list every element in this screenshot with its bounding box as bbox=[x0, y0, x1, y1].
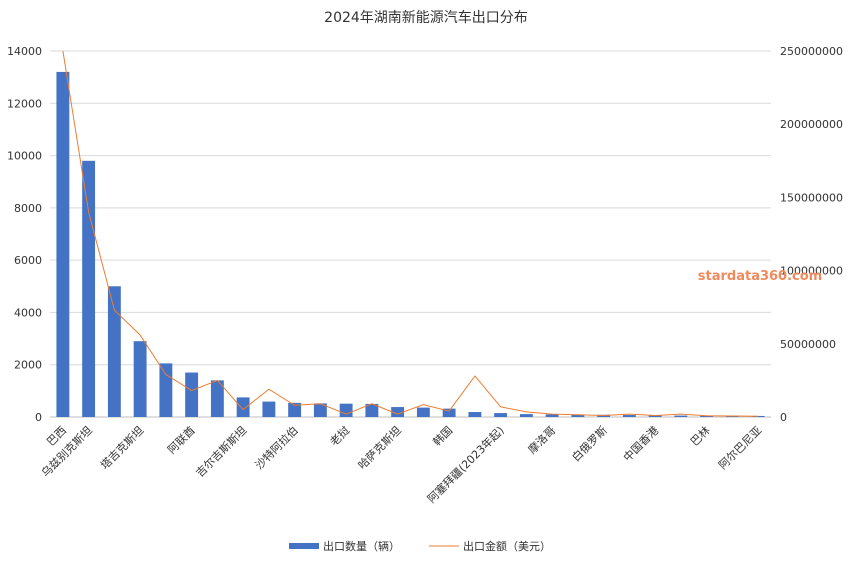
category-label: 吉尔吉斯斯坦 bbox=[193, 423, 250, 480]
category-label: 阿尔巴尼亚 bbox=[716, 424, 764, 472]
left-tick-label: 6000 bbox=[14, 254, 42, 267]
bar bbox=[365, 403, 379, 417]
legend: 出口数量（辆） 出口金额（美元） bbox=[289, 539, 551, 553]
left-tick-label: 4000 bbox=[14, 306, 42, 319]
bar bbox=[494, 413, 508, 417]
category-label: 哈萨克斯坦 bbox=[355, 423, 404, 472]
bar bbox=[751, 415, 765, 417]
bar bbox=[313, 403, 327, 417]
line-series bbox=[62, 50, 759, 417]
bar bbox=[288, 402, 302, 417]
category-label: 中国香港 bbox=[621, 424, 661, 464]
bar bbox=[442, 408, 456, 417]
bar bbox=[700, 415, 714, 417]
category-label: 白俄罗斯 bbox=[569, 423, 610, 464]
bar bbox=[159, 363, 173, 417]
watermark: stardata360.com bbox=[698, 269, 822, 284]
right-tick-label: 50000000 bbox=[780, 338, 836, 351]
bar bbox=[416, 407, 430, 417]
category-label: 韩国 bbox=[430, 423, 455, 448]
category-label: 沙特阿拉伯 bbox=[252, 423, 301, 472]
right-axis-ticks: 0 50000000 100000000 150000000 200000000 2500… bbox=[780, 45, 843, 424]
legend-bar-swatch bbox=[289, 543, 319, 549]
chart-title: 2024年湖南新能源汽车出口分布 bbox=[324, 9, 528, 26]
legend-line-label: 出口金额（美元） bbox=[463, 539, 551, 553]
bar bbox=[648, 415, 662, 417]
legend-bar-label: 出口数量（辆） bbox=[323, 539, 400, 553]
bar bbox=[391, 407, 405, 417]
left-tick-label: 10000 bbox=[7, 150, 42, 163]
category-label: 巴林 bbox=[687, 423, 712, 448]
left-tick-label: 8000 bbox=[14, 202, 42, 215]
left-tick-label: 14000 bbox=[7, 45, 42, 58]
right-tick-label: 250000000 bbox=[780, 45, 843, 58]
bar bbox=[339, 403, 353, 417]
bar bbox=[236, 397, 250, 417]
bar-series bbox=[56, 71, 765, 418]
export-value-line bbox=[62, 50, 759, 417]
right-tick-label: 150000000 bbox=[780, 191, 843, 204]
bar bbox=[210, 380, 224, 417]
category-label: 老挝 bbox=[327, 423, 352, 448]
category-label: 阿联酋 bbox=[165, 423, 198, 456]
right-tick-label: 0 bbox=[780, 411, 787, 424]
left-tick-label: 12000 bbox=[7, 97, 42, 110]
left-tick-label: 0 bbox=[35, 411, 42, 424]
bar bbox=[133, 341, 147, 417]
bar bbox=[545, 414, 559, 417]
bar bbox=[622, 415, 636, 417]
right-tick-label: 100000000 bbox=[780, 265, 843, 278]
bar bbox=[674, 415, 688, 417]
bar bbox=[56, 71, 70, 418]
left-axis-ticks: 0 2000 4000 6000 8000 10000 12000 14000 bbox=[7, 45, 42, 424]
category-label: 塔吉克斯坦 bbox=[97, 423, 146, 472]
bar bbox=[468, 412, 482, 417]
bar bbox=[107, 286, 121, 417]
bar bbox=[519, 414, 533, 417]
bar bbox=[82, 160, 96, 418]
bar bbox=[185, 372, 199, 417]
category-label: 摩洛哥 bbox=[525, 423, 558, 456]
bar bbox=[262, 401, 276, 417]
left-tick-label: 2000 bbox=[14, 359, 42, 372]
right-tick-label: 200000000 bbox=[780, 118, 843, 131]
bar bbox=[571, 414, 585, 417]
